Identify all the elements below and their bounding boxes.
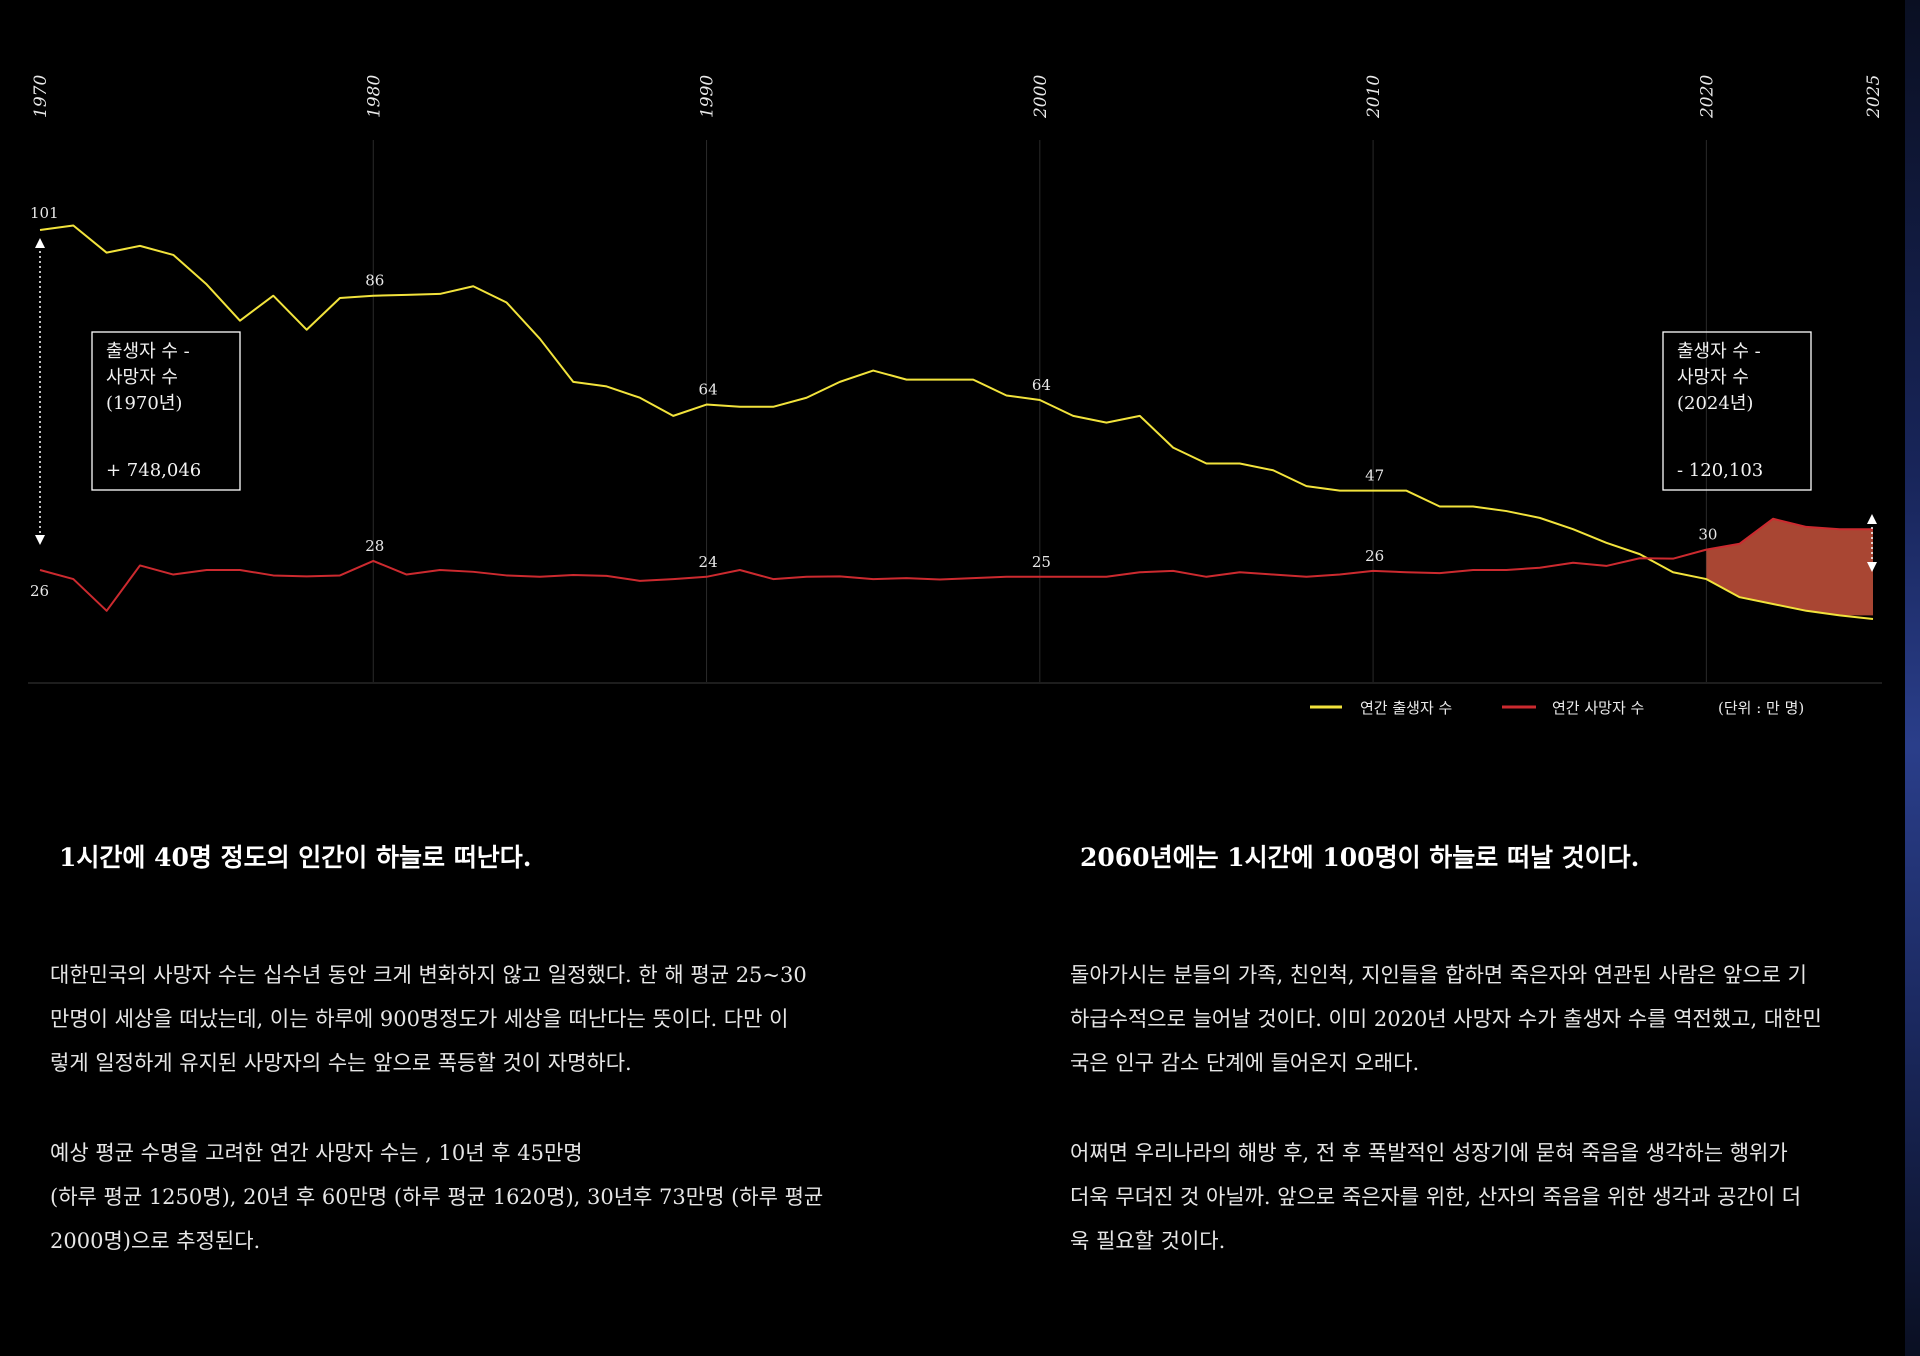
year-label-1980: 1980 (364, 75, 384, 118)
annotation-line-1970-3: (1970년) (106, 393, 182, 414)
value-label-2010-deaths: 26 (1365, 547, 1384, 565)
value-label-1970-births: 101 (30, 204, 59, 222)
right-heading: 2060년에는 1시간에 100명이 하늘로 떠날 것이다. (1080, 843, 1640, 872)
births-deaths-line-chart: 1970 1980 1990 2000 2010 2020 2025 101 26 86 28 64 2… (28, 75, 1884, 717)
difference-arrow-1970-head-down (35, 535, 45, 545)
value-label-2020-deaths: 30 (1698, 526, 1717, 544)
value-label-1990-deaths: 24 (699, 553, 718, 571)
legend-label-births: 연간 출생자 수 (1360, 699, 1452, 717)
annotation-box-2024 (1662, 331, 1812, 491)
difference-arrow-2024-head-up (1867, 514, 1877, 524)
annotation-line-1970-2: 사망자 수 (106, 367, 178, 388)
annotation-line-2024-2: 사망자 수 (1677, 367, 1749, 388)
value-label-1980-deaths: 28 (365, 537, 384, 555)
annotation-value-1970: + 748,046 (106, 460, 201, 481)
value-label-2000-births: 64 (1032, 376, 1051, 394)
year-label-2020: 2020 (1697, 75, 1717, 119)
annotation-line-1970-1: 출생자 수 - (106, 341, 190, 362)
annotation-line-2024-1: 출생자 수 - (1677, 341, 1761, 362)
left-heading: 1시간에 40명 정도의 인간이 하늘로 떠난다. (59, 843, 532, 872)
deficit-area (1706, 518, 1873, 616)
difference-arrow-1970-head-up (35, 238, 45, 248)
value-label-1980-births: 86 (365, 272, 384, 290)
births-line (39, 224, 1874, 620)
legend-unit: (단위 : 만 명) (1718, 699, 1804, 717)
value-label-2010-births: 47 (1365, 467, 1384, 485)
difference-arrow-2024-head-down (1867, 562, 1877, 572)
year-label-1970: 1970 (31, 75, 51, 118)
value-label-1990-births: 64 (699, 381, 718, 399)
value-label-2000-deaths: 25 (1032, 553, 1051, 571)
year-label-2010: 2010 (1364, 75, 1384, 119)
deaths-line (39, 517, 1873, 612)
right-paragraph-1: 돌아가시는 분들의 가족, 친인척, 지인들을 합하면 죽은자와 연관된 사람은… (1070, 963, 1822, 1075)
year-label-2000: 2000 (1031, 75, 1051, 119)
left-paragraph-1: 대한민국의 사망자 수는 십수년 동안 크게 변화하지 않고 일정했다. 한 해… (50, 963, 807, 1075)
left-paragraph-2: 예상 평균 수명을 고려한 연간 사망자 수는 , 10년 후 45만명 (하루… (50, 1141, 824, 1253)
value-label-1970-deaths: 26 (30, 582, 49, 600)
annotation-line-2024-3: (2024년) (1677, 393, 1753, 414)
annotation-value-2024: - 120,103 (1677, 460, 1763, 481)
legend-label-deaths: 연간 사망자 수 (1552, 699, 1644, 717)
right-paragraph-2: 어쩌면 우리나라의 해방 후, 전 후 폭발적인 성장기에 묻혀 죽음을 생각하… (1070, 1141, 1802, 1253)
annotation-box-1970 (91, 331, 241, 491)
year-label-1990: 1990 (698, 75, 718, 118)
page-edge-decoration (1905, 0, 1920, 1356)
year-label-2025: 2025 (1864, 75, 1884, 119)
